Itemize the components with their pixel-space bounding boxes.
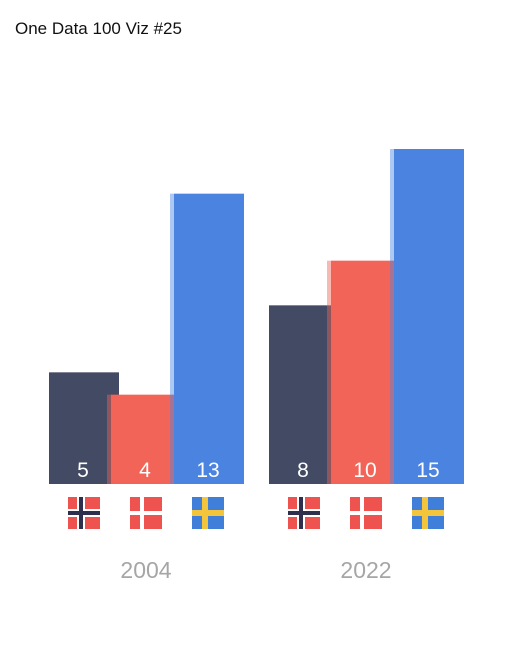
category-label: 2004 bbox=[120, 557, 171, 583]
bar-shadow bbox=[107, 394, 111, 484]
category-label: 2022 bbox=[340, 557, 391, 583]
denmark-flag-icon bbox=[350, 497, 382, 529]
data-label: 4 bbox=[139, 459, 151, 482]
data-label: 15 bbox=[416, 459, 439, 482]
sweden-flag-icon bbox=[192, 497, 224, 529]
bar-group-2004: 5 4 13 2004 bbox=[49, 193, 244, 583]
sweden-flag-icon bbox=[412, 497, 444, 529]
denmark-flag-icon bbox=[130, 497, 162, 529]
bar bbox=[269, 305, 339, 484]
bar bbox=[394, 149, 464, 484]
chart-title: One Data 100 Viz #25 bbox=[15, 19, 182, 38]
data-label: 10 bbox=[353, 459, 376, 482]
bar-shadow bbox=[390, 149, 394, 484]
norway-flag-icon bbox=[68, 497, 100, 529]
bar-shadow bbox=[170, 193, 174, 484]
data-label: 5 bbox=[77, 459, 89, 482]
norway-flag-icon bbox=[288, 497, 320, 529]
data-label: 13 bbox=[196, 459, 219, 482]
bar-shadow bbox=[327, 260, 331, 484]
bar bbox=[49, 372, 119, 484]
data-label: 8 bbox=[297, 459, 309, 482]
bar bbox=[174, 193, 244, 484]
bar bbox=[331, 260, 401, 484]
bar bbox=[111, 394, 181, 484]
